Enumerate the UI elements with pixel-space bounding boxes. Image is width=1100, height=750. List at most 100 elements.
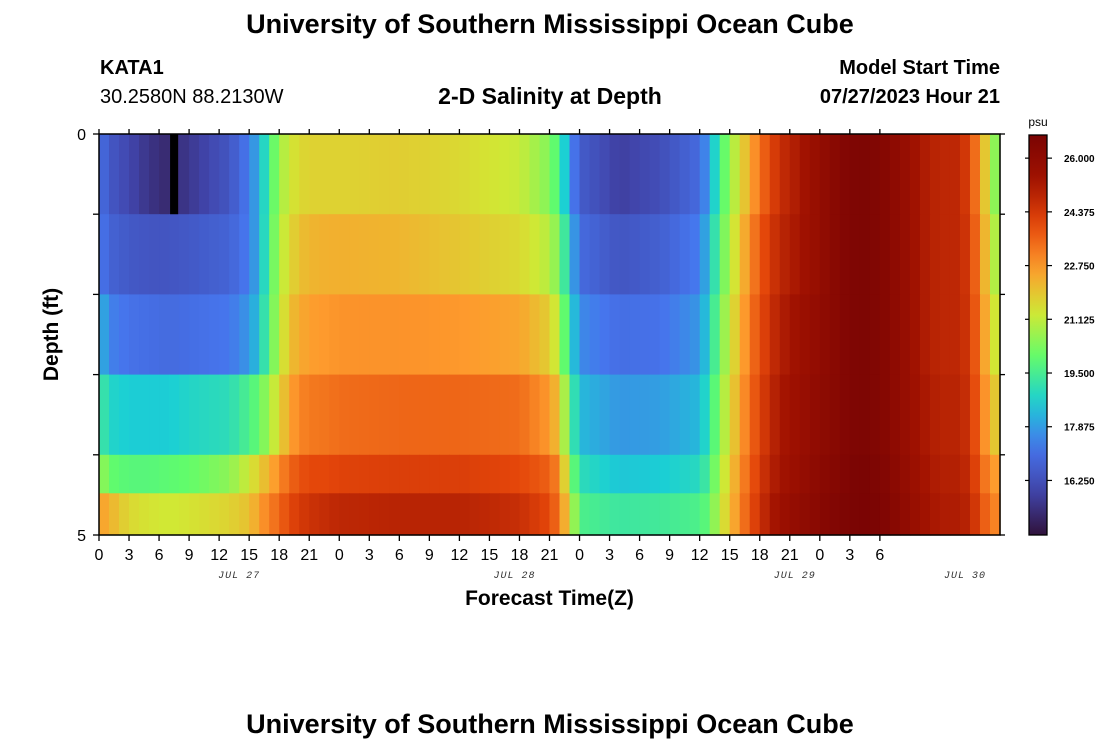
heatmap-cell xyxy=(139,214,150,295)
heatmap-cell xyxy=(249,294,260,376)
heatmap-cell xyxy=(489,493,501,535)
y-axis-label: Depth (ft) xyxy=(40,288,63,381)
heatmap-cell xyxy=(609,374,621,456)
heatmap-cell xyxy=(159,134,170,215)
heatmap-cell xyxy=(829,374,841,456)
heatmap-cell xyxy=(819,294,831,376)
heatmap-cell xyxy=(919,374,931,456)
heatmap-cell xyxy=(349,214,360,295)
heatmap-cell xyxy=(339,374,350,456)
heatmap-cell xyxy=(339,493,350,535)
heatmap-cell xyxy=(299,134,310,215)
heatmap-cell xyxy=(859,214,871,295)
heatmap-cell xyxy=(579,294,591,376)
heatmap-cell xyxy=(229,214,240,295)
heatmap-cell xyxy=(259,493,270,535)
heatmap-cell xyxy=(649,294,661,376)
heatmap-cell xyxy=(879,493,891,535)
heatmap-cell xyxy=(249,374,260,456)
heatmap-cell xyxy=(549,294,561,376)
x-tick-label: 0 xyxy=(575,547,584,564)
x-tick-label: 3 xyxy=(845,547,854,564)
y-tick-label: 5 xyxy=(77,528,86,545)
heatmap-cell xyxy=(399,294,410,376)
heatmap-cell xyxy=(549,493,561,535)
heatmap-cell xyxy=(979,374,991,456)
heatmap-cell xyxy=(619,493,631,535)
heatmap-cell xyxy=(809,374,821,456)
heatmap-cell xyxy=(99,134,110,215)
heatmap-cell xyxy=(669,493,681,535)
heatmap-cell xyxy=(759,294,771,376)
heatmap-cell xyxy=(669,294,681,376)
heatmap-cell xyxy=(589,374,601,456)
heatmap-cell xyxy=(289,134,300,215)
heatmap-cell xyxy=(489,374,501,456)
heatmap-cell xyxy=(119,134,130,215)
heatmap-cell xyxy=(299,374,310,456)
heatmap-cell xyxy=(519,134,531,215)
heatmap-cell xyxy=(259,214,270,295)
heatmap-cell xyxy=(369,493,380,535)
heatmap-cell xyxy=(649,214,661,295)
heatmap-cell xyxy=(749,493,761,535)
heatmap-cell xyxy=(349,134,360,215)
heatmap-cell xyxy=(119,493,130,535)
heatmap-cell xyxy=(759,214,771,295)
heatmap-cell xyxy=(689,134,701,215)
x-tick-label: 0 xyxy=(815,547,824,564)
heatmap-cell xyxy=(739,374,751,456)
heatmap-cell xyxy=(949,493,961,535)
heatmap-cell xyxy=(249,493,260,535)
heatmap-cell xyxy=(969,493,981,535)
colorbar-units: psu xyxy=(1028,115,1047,129)
heatmap-cell xyxy=(929,493,941,535)
heatmap-cell xyxy=(739,134,751,215)
heatmap-cell xyxy=(529,134,541,215)
heatmap-cell xyxy=(839,214,851,295)
heatmap-cell xyxy=(599,134,611,215)
station-id: KATA1 xyxy=(100,57,164,79)
heatmap-cell xyxy=(429,294,440,376)
heatmap-cell xyxy=(289,374,300,456)
heatmap-cell xyxy=(179,134,190,215)
heatmap-cell xyxy=(499,294,511,376)
heatmap-cell xyxy=(569,294,581,376)
heatmap-cell xyxy=(799,134,811,215)
heatmap-cell xyxy=(99,214,110,295)
heatmap-cell xyxy=(899,493,911,535)
heatmap-cell xyxy=(139,374,150,456)
heatmap-cell xyxy=(809,493,821,535)
heatmap-cell xyxy=(689,493,701,535)
heatmap-cell xyxy=(359,374,370,456)
heatmap-cell xyxy=(839,134,851,215)
colorbar-tick-label: 21.125 xyxy=(1064,315,1095,326)
heatmap-cell xyxy=(409,294,420,376)
heatmap-cell xyxy=(389,294,400,376)
heatmap-cell xyxy=(809,294,821,376)
heatmap-cell xyxy=(229,294,240,376)
heatmap-cell xyxy=(489,214,501,295)
heatmap-cell xyxy=(449,134,460,215)
heatmap-cell xyxy=(879,374,891,456)
heatmap-cell xyxy=(299,294,310,376)
heatmap-cell xyxy=(639,374,651,456)
heatmap-cell xyxy=(839,493,851,535)
heatmap-cell xyxy=(869,294,881,376)
heatmap-cell xyxy=(839,294,851,376)
heatmap-cell xyxy=(869,374,881,456)
colorbar-tick-label: 24.375 xyxy=(1064,208,1095,219)
heatmap-cell xyxy=(809,214,821,295)
x-tick-label: 6 xyxy=(875,547,884,564)
heatmap-cell xyxy=(789,374,801,456)
heatmap-cell xyxy=(439,214,450,295)
heatmap-cell xyxy=(849,214,861,295)
heatmap-cell xyxy=(179,493,190,535)
heatmap-cell xyxy=(439,374,450,456)
heatmap-cell xyxy=(729,493,741,535)
heatmap-cell xyxy=(219,493,230,535)
heatmap-cell xyxy=(729,214,741,295)
heatmap-cell xyxy=(369,294,380,376)
heatmap-cell xyxy=(359,214,370,295)
